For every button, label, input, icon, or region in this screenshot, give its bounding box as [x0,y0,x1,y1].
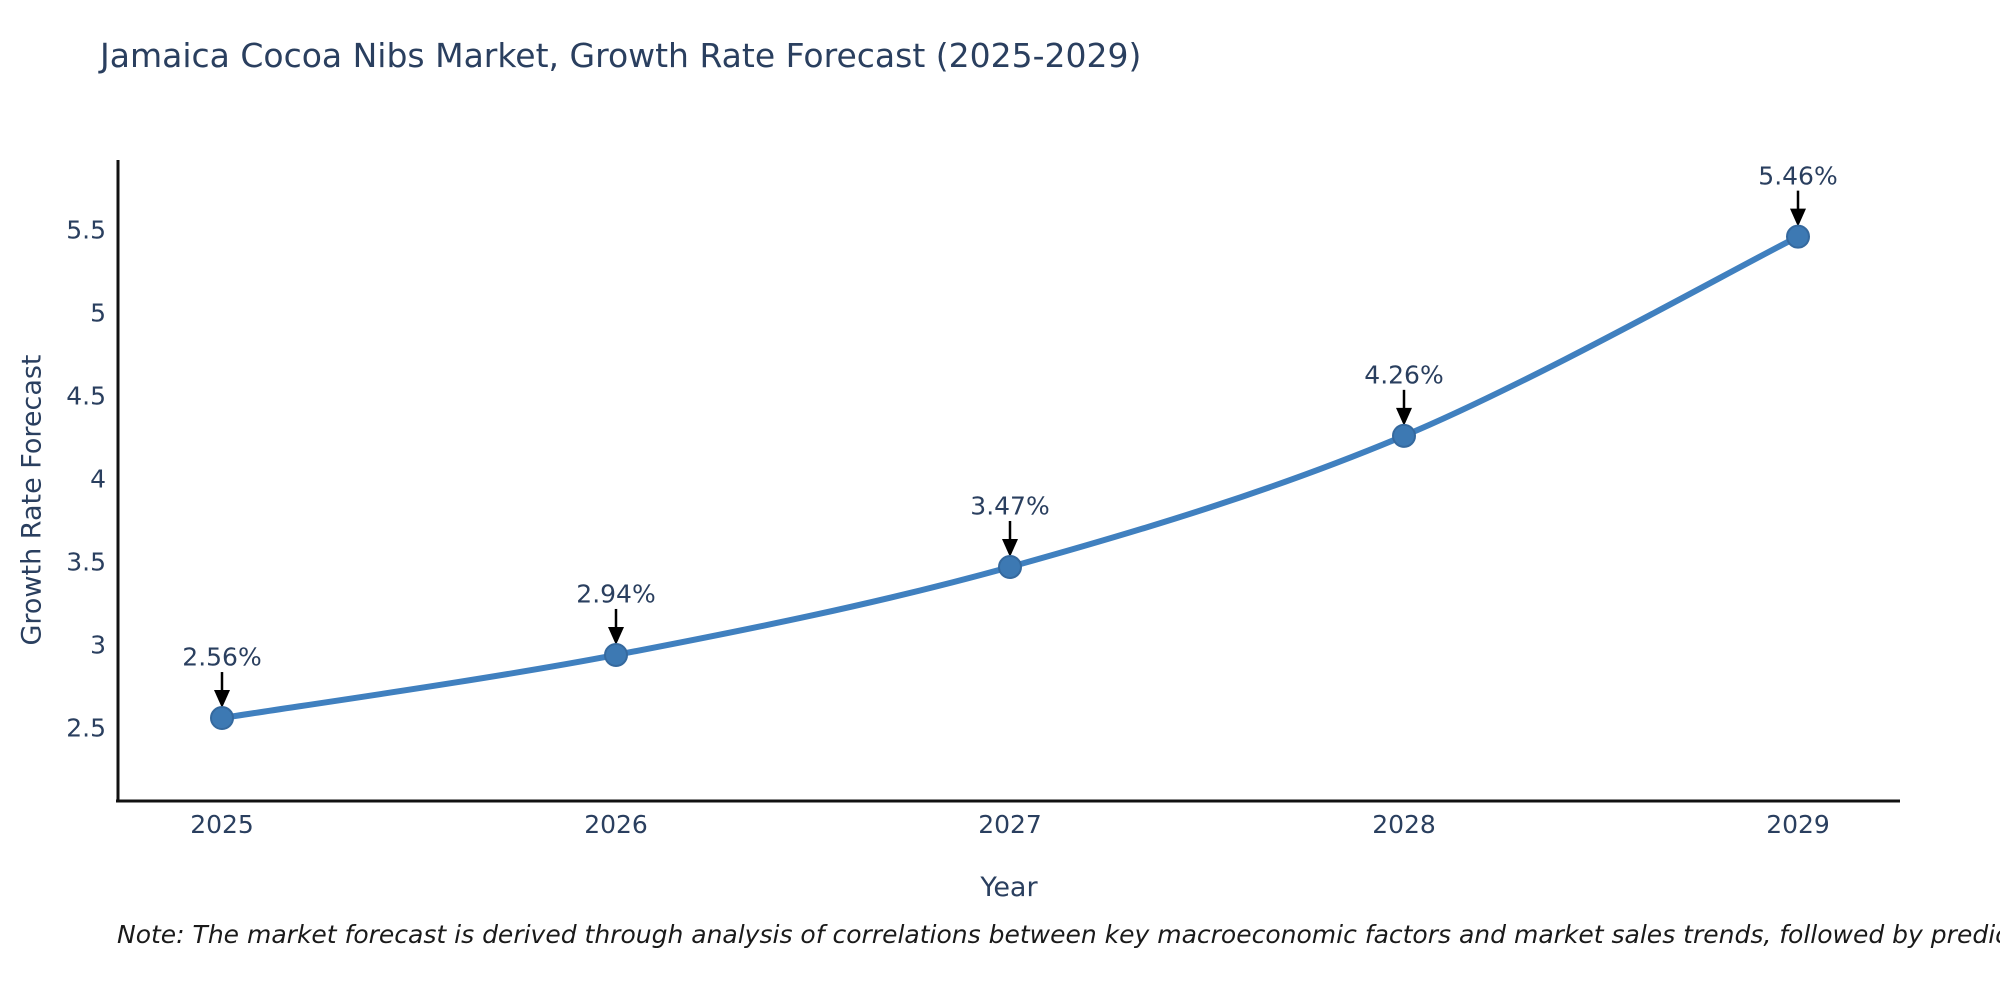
data-point-label: 5.46% [1758,161,1838,191]
x-tick-label: 2029 [1766,810,1830,839]
annotation-arrowhead-icon [214,690,230,709]
x-tick-label: 2028 [1372,810,1436,839]
annotation-arrowhead-icon [1396,407,1412,426]
annotation-arrowhead-icon [1790,208,1806,227]
y-tick-label: 5.5 [66,215,106,245]
x-tick-label: 2025 [190,810,254,839]
y-tick-label: 5 [90,298,106,328]
annotation-arrowhead-icon [608,626,624,645]
x-tick-label: 2026 [584,810,648,839]
y-tick-label: 4 [90,464,106,494]
data-point-2028[interactable] [1392,423,1416,448]
chart-title: Jamaica Cocoa Nibs Market, Growth Rate F… [100,36,1142,75]
data-point-2029[interactable] [1786,224,1810,249]
data-point-label: 4.26% [1364,360,1444,390]
data-point-markers [210,224,1810,731]
y-tick-label: 2.5 [66,713,106,743]
y-tick-label: 3.5 [66,547,106,577]
y-axis-title: Growth Rate Forecast [16,354,48,646]
annotation-arrows [214,190,1806,709]
data-point-label: 2.56% [182,642,262,672]
data-point-2027[interactable] [998,554,1022,579]
data-point-2026[interactable] [604,642,628,667]
footnote: Note: The market forecast is derived thr… [117,920,2000,949]
data-point-label: 3.47% [970,491,1050,521]
data-point-2025[interactable] [210,706,234,731]
data-point-label: 2.94% [576,579,656,609]
trend-line [219,233,1801,722]
annotation-arrowhead-icon [1002,538,1018,557]
x-tick-label: 2027 [978,810,1042,839]
y-tick-label: 3 [90,630,106,660]
x-axis-title: Year [980,872,1038,903]
y-tick-label: 4.5 [66,381,106,411]
